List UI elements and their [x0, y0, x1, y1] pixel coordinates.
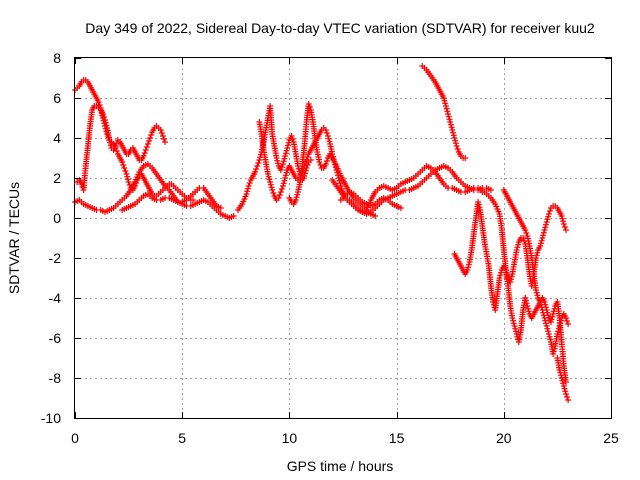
y-tick-label: -8	[49, 370, 62, 386]
chart-title: Day 349 of 2022, Sidereal Day-to-day VTE…	[85, 20, 595, 36]
x-tick-label: 0	[71, 430, 79, 446]
plus-markers	[522, 295, 569, 385]
plus-markers	[554, 355, 572, 403]
x-tick-label: 5	[178, 430, 186, 446]
y-tick-label: -10	[41, 410, 61, 426]
y-tick-label: 4	[53, 130, 61, 146]
x-tick-labels: 0 5 10 15 20 25	[71, 430, 619, 446]
plot-frame	[74, 57, 612, 419]
x-tick-label: 10	[282, 430, 298, 446]
y-tick-label: -4	[49, 290, 62, 306]
x-axis-label: GPS time / hours	[287, 458, 394, 474]
x-tick-label: 20	[496, 430, 512, 446]
y-axis-label: SDTVAR / TECUs	[6, 182, 22, 294]
plus-markers	[451, 199, 529, 345]
series-arc-3	[72, 161, 237, 221]
y-tick-label: 2	[53, 170, 61, 186]
plus-markers	[337, 189, 404, 211]
data-points	[72, 63, 572, 403]
plus-markers	[74, 103, 169, 193]
series-arc-16	[554, 355, 572, 403]
series-arc-12	[479, 187, 569, 289]
series-arc-15	[522, 295, 569, 385]
plus-markers	[329, 163, 486, 215]
y-tick-label: 0	[53, 210, 61, 226]
plus-markers	[346, 163, 494, 217]
x-tick-label: 15	[389, 430, 405, 446]
axis-ticks	[75, 58, 612, 419]
y-tick-labels: 8 6 4 2 0 -2 -4 -6 -8 -10	[41, 50, 61, 426]
y-tick-label: -2	[49, 250, 62, 266]
y-tick-label: 8	[53, 50, 61, 66]
series-arc-11	[419, 63, 469, 161]
y-tick-label: 6	[53, 90, 61, 106]
x-tick-label: 25	[603, 430, 619, 446]
series-arc-4	[119, 185, 224, 213]
plus-markers	[419, 63, 469, 161]
y-tick-label: -6	[49, 330, 62, 346]
plus-markers	[72, 161, 237, 221]
series-arc-8	[329, 163, 486, 215]
series-arc-9	[346, 163, 494, 217]
plus-markers	[479, 187, 569, 289]
series-arc-10	[337, 189, 404, 211]
series-arc-2	[74, 103, 169, 193]
plus-markers	[119, 185, 224, 213]
series-arc-13	[451, 199, 529, 345]
